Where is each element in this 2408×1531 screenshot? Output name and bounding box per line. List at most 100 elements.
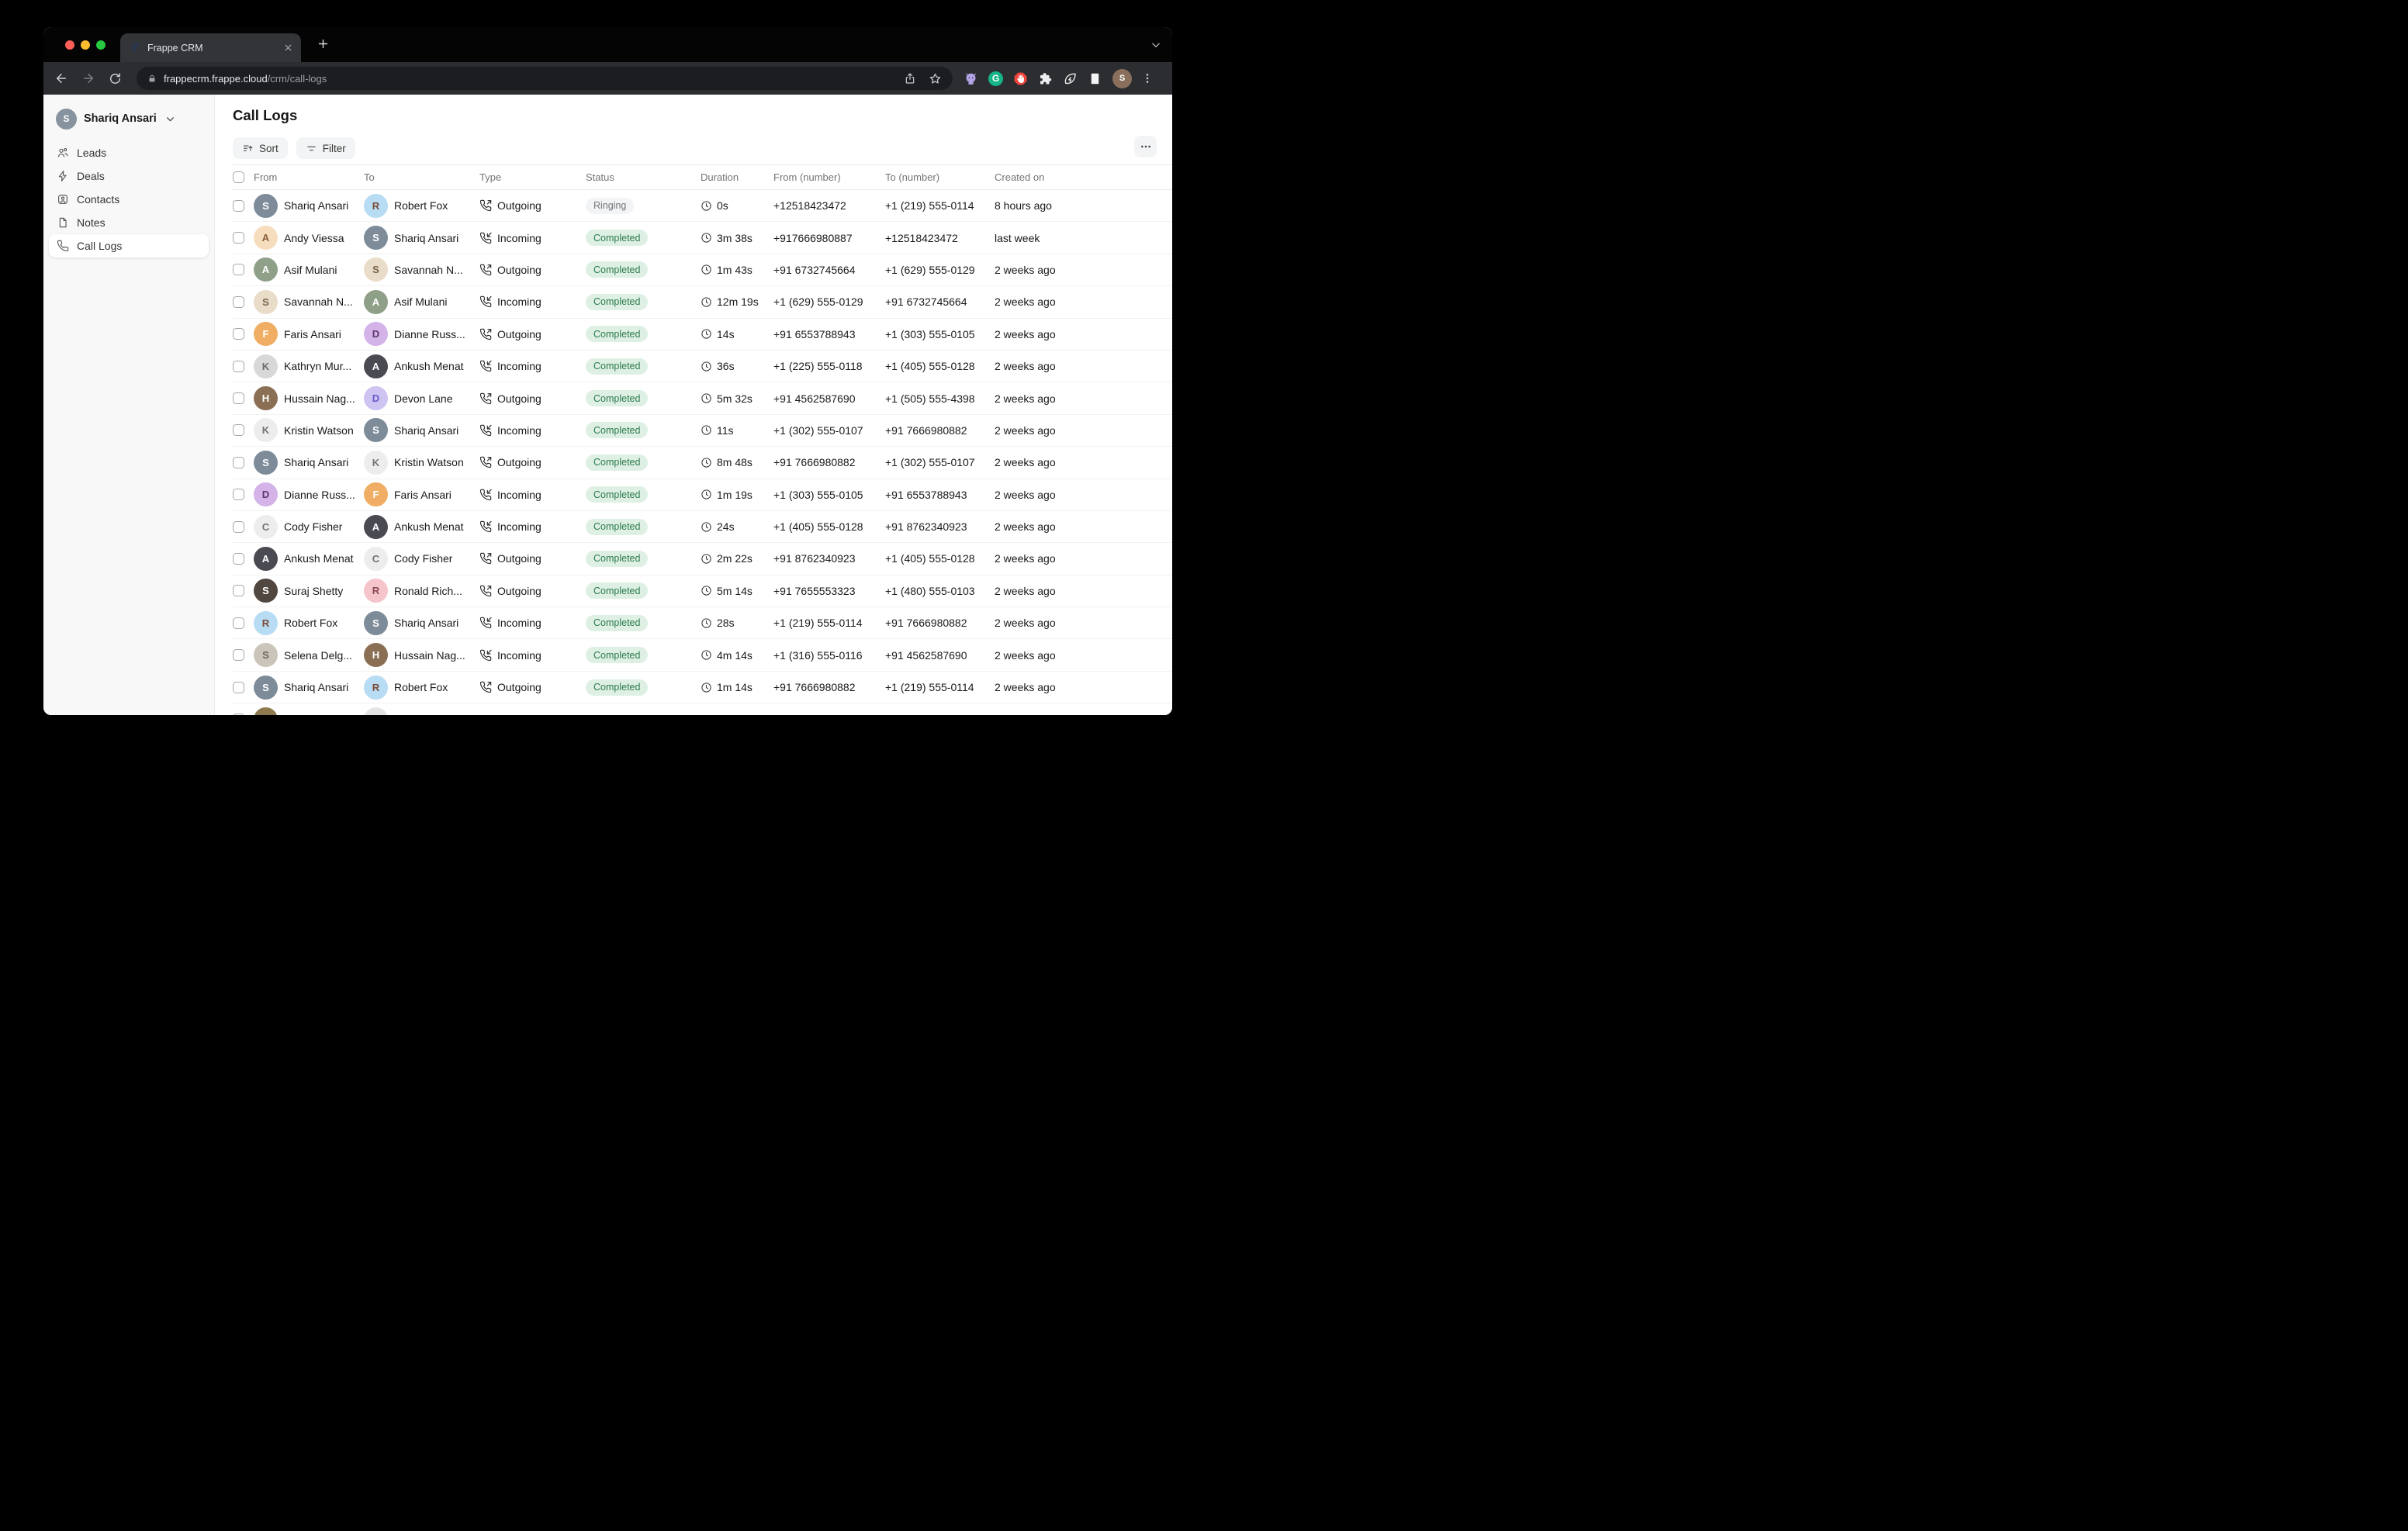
filter-button[interactable]: Filter: [296, 137, 355, 159]
call-type-label: Outgoing: [497, 456, 541, 469]
row-checkbox[interactable]: [233, 232, 244, 244]
select-all-checkbox[interactable]: [233, 171, 244, 183]
row-checkbox[interactable]: [233, 424, 244, 437]
sidebar-item-leads[interactable]: Leads: [49, 141, 209, 164]
row-checkbox[interactable]: [233, 489, 244, 501]
table-row[interactable]: K Kristin Watson S Shariq Ansari Incoming Com…: [233, 415, 1172, 448]
from-cell: [254, 707, 364, 715]
sidebar-item-contacts[interactable]: Contacts: [49, 188, 209, 211]
leaf-extension-icon[interactable]: [1063, 71, 1078, 86]
row-checkbox[interactable]: [233, 552, 244, 565]
from-number-cell: +12518423472: [773, 199, 846, 213]
table-row[interactable]: R Robert Fox S Shariq Ansari Incoming Complet…: [233, 607, 1172, 640]
row-checkbox[interactable]: [233, 617, 244, 629]
duration-value: 4m 14s: [717, 648, 752, 662]
sort-button[interactable]: Sort: [233, 137, 288, 159]
call-type-cell: Incoming: [479, 649, 586, 662]
duration-cell: 14s: [701, 328, 773, 340]
row-checkbox[interactable]: [233, 392, 244, 405]
row-checkbox[interactable]: [233, 328, 244, 340]
address-bar[interactable]: frappecrm.frappe.cloud/crm/call-logs: [137, 67, 953, 90]
row-checkbox[interactable]: [233, 264, 244, 276]
extensions-puzzle-icon[interactable]: [1038, 71, 1053, 86]
to-cell: D Devon Lane: [364, 386, 479, 411]
close-tab-icon[interactable]: [283, 43, 293, 53]
person-name: Shariq Ansari: [284, 681, 349, 694]
filter-button-label: Filter: [322, 142, 346, 154]
browser-tab[interactable]: Frappe CRM: [120, 33, 301, 62]
person-name: Asif Mulani: [284, 263, 337, 276]
share-icon[interactable]: [904, 72, 916, 85]
minimize-window-button[interactable]: [81, 40, 90, 50]
browser-profile-avatar[interactable]: S: [1112, 68, 1132, 88]
table-row[interactable]: A Asif Mulani S Savannah N... Outgoing Comple…: [233, 254, 1172, 287]
table-row[interactable]: S Selena Delg... H Hussain Nag... Incoming Co…: [233, 639, 1172, 672]
row-checkbox[interactable]: [233, 295, 244, 308]
sidebar-item-deals[interactable]: Deals: [49, 164, 209, 188]
avatar: S: [254, 450, 278, 475]
table-row[interactable]: H Hussain Nag... D Devon Lane Outgoing Comple…: [233, 382, 1172, 415]
avatar: A: [254, 257, 278, 282]
row-checkbox[interactable]: [233, 360, 244, 372]
table-row[interactable]: K Kathryn Mur... A Ankush Menat Incoming Comp…: [233, 351, 1172, 383]
browser-menu-icon[interactable]: [1141, 72, 1154, 85]
tab-search-chevron-icon[interactable]: [1150, 40, 1161, 50]
row-checkbox[interactable]: [233, 520, 244, 533]
bookmark-star-icon[interactable]: [929, 72, 942, 85]
reload-button[interactable]: [109, 72, 122, 85]
user-menu[interactable]: S Shariq Ansari: [49, 105, 209, 132]
person-name: Cody Fisher: [284, 520, 343, 534]
table-row[interactable]: S Shariq Ansari R Robert Fox Outgoing Ringing…: [233, 190, 1172, 223]
table-row[interactable]: S Shariq Ansari K Kristin Watson Outgoing Com…: [233, 447, 1172, 479]
square-extension-icon[interactable]: [1088, 71, 1102, 86]
row-checkbox[interactable]: [233, 649, 244, 662]
zoom-window-button[interactable]: [96, 40, 106, 50]
close-window-button[interactable]: [65, 40, 74, 50]
table-row[interactable]: [233, 703, 1172, 715]
from-number-cell: +1 (303) 555-0105: [773, 488, 863, 501]
row-checkbox[interactable]: [233, 199, 244, 212]
call-type-cell: Outgoing: [479, 585, 586, 597]
github-extension-icon[interactable]: [964, 71, 978, 86]
avatar: C: [254, 514, 278, 539]
duration-value: 5m 14s: [717, 584, 752, 597]
table-row[interactable]: S Shariq Ansari R Robert Fox Outgoing Complet…: [233, 672, 1172, 704]
new-tab-button[interactable]: [317, 37, 330, 50]
status-cell: Completed: [586, 293, 701, 310]
clock-icon: [701, 682, 712, 693]
grammarly-extension-icon[interactable]: G: [988, 71, 1003, 86]
phone-incoming-icon: [479, 295, 492, 308]
more-options-button[interactable]: [1134, 136, 1157, 157]
row-checkbox[interactable]: [233, 456, 244, 468]
person-name: Hussain Nag...: [284, 392, 355, 405]
person-name: Kristin Watson: [394, 456, 464, 469]
to-cell: F Faris Ansari: [364, 482, 479, 507]
table-row[interactable]: A Andy Viessa S Shariq Ansari Incoming Comple…: [233, 222, 1172, 254]
table-row[interactable]: S Suraj Shetty R Ronald Rich... Outgoing Comp…: [233, 575, 1172, 608]
sidebar-item-notes[interactable]: Notes: [49, 211, 209, 234]
table-row[interactable]: A Ankush Menat C Cody Fisher Outgoing Complet…: [233, 543, 1172, 575]
from-cell: H Hussain Nag...: [254, 386, 364, 411]
column-header: To (number): [885, 171, 940, 183]
duration-cell: 1m 43s: [701, 264, 773, 276]
call-type-label: Incoming: [497, 488, 541, 501]
table-row[interactable]: D Dianne Russ... F Faris Ansari Incoming Comp…: [233, 479, 1172, 511]
row-checkbox[interactable]: [233, 681, 244, 693]
forward-button[interactable]: [81, 71, 95, 85]
lock-icon: [147, 74, 157, 84]
back-button[interactable]: [54, 71, 68, 85]
adblock-extension-icon[interactable]: [1013, 71, 1028, 86]
call-type-cell: Incoming: [479, 489, 586, 501]
call-type-label: Outgoing: [497, 199, 541, 213]
person-name: Faris Ansari: [284, 327, 341, 340]
row-checkbox[interactable]: [233, 585, 244, 597]
table-row[interactable]: S Savannah N... A Asif Mulani Incoming Comple…: [233, 286, 1172, 319]
clock-icon: [701, 553, 712, 565]
row-checkbox[interactable]: [233, 713, 244, 715]
person-name: Savannah N...: [394, 263, 463, 276]
avatar: [364, 707, 388, 715]
table-row[interactable]: F Faris Ansari D Dianne Russ... Outgoing Comp…: [233, 319, 1172, 351]
sidebar-item-call-logs[interactable]: Call Logs: [49, 234, 209, 257]
to-cell: S Shariq Ansari: [364, 418, 479, 443]
table-row[interactable]: C Cody Fisher A Ankush Menat Incoming Complet…: [233, 511, 1172, 544]
